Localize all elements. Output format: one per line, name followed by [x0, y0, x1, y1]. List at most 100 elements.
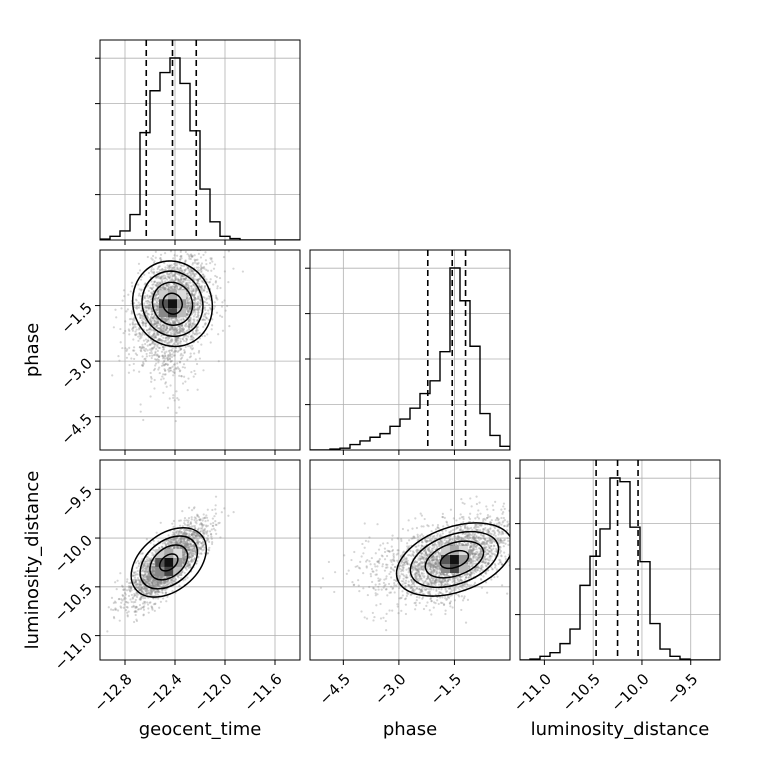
scatter-point — [137, 577, 139, 579]
scatter-point — [152, 271, 154, 273]
scatter-point — [143, 609, 145, 611]
scatter-point — [169, 272, 171, 274]
scatter-point — [133, 369, 135, 371]
scatter-point — [206, 517, 208, 519]
scatter-point — [152, 255, 154, 257]
scatter-point — [215, 524, 217, 526]
scatter-point — [125, 350, 127, 352]
scatter-point — [135, 307, 137, 309]
scatter-point — [146, 315, 148, 317]
scatter-point — [212, 517, 214, 519]
scatter-point — [172, 330, 174, 332]
scatter-point — [211, 543, 213, 545]
scatter-point — [164, 252, 166, 254]
scatter-point — [179, 338, 181, 340]
scatter-point — [154, 281, 156, 283]
scatter-point — [169, 540, 171, 542]
scatter-point — [164, 370, 166, 372]
scatter-point — [167, 358, 169, 360]
scatter-point — [171, 340, 173, 342]
scatter-point — [183, 349, 185, 351]
scatter-point — [199, 298, 201, 300]
scatter-point — [211, 318, 213, 320]
scatter-point — [167, 407, 169, 409]
scatter-point — [187, 521, 189, 523]
scatter-point — [206, 530, 208, 532]
scatter-point — [211, 328, 213, 330]
scatter-point — [185, 323, 187, 325]
scatter-point — [185, 241, 187, 243]
scatter-point — [199, 523, 201, 525]
scatter-point — [151, 606, 153, 608]
scatter-point — [213, 515, 215, 517]
scatter-point — [204, 285, 206, 287]
scatter-point — [152, 317, 154, 319]
scatter-point — [189, 552, 191, 554]
scatter-point — [144, 358, 146, 360]
scatter-point — [197, 307, 199, 309]
scatter-point — [172, 374, 174, 376]
panel-geocent_time-vs-geocent_time — [95, 40, 300, 245]
scatter-point — [190, 352, 192, 354]
scatter-point — [170, 318, 172, 320]
scatter-point — [135, 614, 137, 616]
scatter-point — [189, 305, 191, 307]
scatter-point — [108, 606, 110, 608]
scatter-point — [114, 581, 116, 583]
scatter-point — [189, 319, 191, 321]
scatter-point — [155, 336, 157, 338]
scatter-point — [196, 334, 198, 336]
scatter-point — [200, 530, 202, 532]
scatter-point — [181, 275, 183, 277]
scatter-point — [179, 241, 181, 243]
scatter-point — [224, 310, 226, 312]
scatter-point — [187, 267, 189, 269]
scatter-point — [173, 351, 175, 353]
scatter-point — [174, 277, 176, 279]
scatter-point — [211, 257, 213, 259]
scatter-point — [153, 554, 155, 556]
scatter-point — [163, 360, 165, 362]
scatter-point — [182, 318, 184, 320]
scatter-point — [183, 520, 185, 522]
scatter-point — [179, 342, 181, 344]
scatter-point — [173, 334, 175, 336]
scatter-point — [198, 253, 200, 255]
scatter-point — [162, 355, 164, 357]
scatter-point — [188, 517, 190, 519]
scatter-point — [165, 592, 167, 594]
scatter-point — [183, 363, 185, 365]
density-cell — [168, 299, 177, 308]
scatter-point — [189, 541, 191, 543]
scatter-point — [160, 325, 162, 327]
scatter-point — [151, 319, 153, 321]
scatter-point — [149, 601, 151, 603]
scatter-point — [195, 259, 197, 261]
scatter-point — [139, 317, 141, 319]
scatter-point — [184, 278, 186, 280]
scatter-point — [151, 352, 153, 354]
scatter-point — [181, 265, 183, 267]
scatter-point — [175, 339, 177, 341]
scatter-point — [197, 311, 199, 313]
scatter-point — [193, 333, 195, 335]
scatter-point — [222, 330, 224, 332]
scatter-point — [154, 364, 156, 366]
scatter-point — [196, 514, 198, 516]
scatter-point — [166, 327, 168, 329]
scatter-point — [187, 520, 189, 522]
scatter-point — [167, 264, 169, 266]
scatter-point — [209, 281, 211, 283]
scatter-point — [158, 355, 160, 357]
scatter-point — [190, 285, 192, 287]
scatter-point — [156, 308, 158, 310]
scatter-point — [167, 342, 169, 344]
scatter-point — [207, 236, 209, 238]
scatter-point — [131, 282, 133, 284]
scatter-point — [145, 305, 147, 307]
scatter-point — [132, 597, 134, 599]
scatter-point — [141, 315, 143, 317]
scatter-point — [204, 251, 206, 253]
scatter-point — [172, 279, 174, 281]
scatter-point — [182, 366, 184, 368]
